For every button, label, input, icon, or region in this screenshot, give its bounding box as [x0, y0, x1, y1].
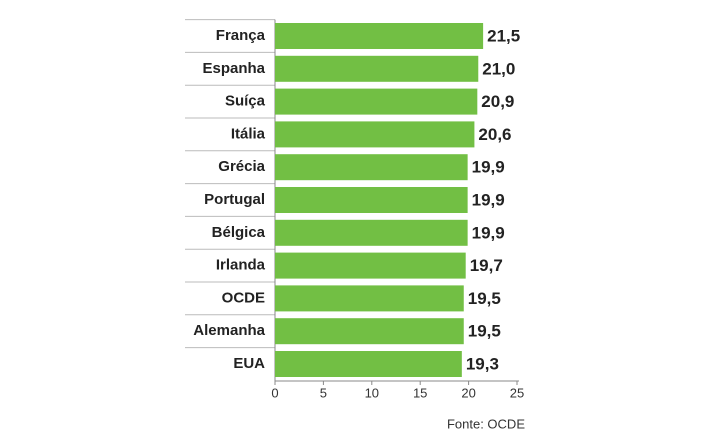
x-tick-label: 10 [365, 385, 379, 400]
x-tick-label: 20 [461, 385, 475, 400]
category-label: Alemanha [193, 322, 265, 339]
bar [275, 23, 484, 49]
bar [275, 88, 478, 115]
bar [275, 219, 468, 246]
value-label: 19,7 [470, 256, 503, 275]
category-label: Irlanda [216, 257, 266, 274]
value-label: 19,5 [468, 289, 501, 308]
x-tick-label: 0 [271, 385, 278, 400]
bar [275, 55, 479, 82]
value-label: 21,5 [487, 26, 520, 45]
category-label: OCDE [222, 289, 265, 306]
category-label: EUA [233, 355, 265, 372]
value-label: 19,9 [472, 190, 505, 209]
category-label: Espanha [202, 60, 265, 77]
value-label: 19,5 [468, 322, 501, 341]
value-label: 20,6 [478, 125, 511, 144]
bar [275, 187, 468, 213]
bar [275, 285, 464, 312]
category-label: Grécia [218, 158, 265, 175]
x-tick-label: 5 [320, 385, 327, 400]
category-label: Itália [231, 125, 266, 142]
bar [275, 121, 475, 148]
value-label: 19,9 [472, 158, 505, 177]
bar [275, 318, 464, 345]
bar [275, 154, 468, 181]
value-label: 20,9 [481, 92, 514, 111]
bar [275, 252, 466, 279]
category-label: França [216, 27, 266, 44]
category-label: Portugal [204, 191, 265, 208]
category-label: Bélgica [212, 224, 266, 241]
x-tick-label: 25 [510, 385, 524, 400]
value-label: 19,9 [472, 223, 505, 242]
source: Fonte: OCDE [447, 416, 525, 431]
value-label: 19,3 [466, 354, 499, 373]
bar [275, 351, 462, 377]
value-label: 21,0 [482, 59, 515, 78]
x-tick-label: 15 [413, 385, 427, 400]
category-label: Suíça [225, 93, 266, 110]
